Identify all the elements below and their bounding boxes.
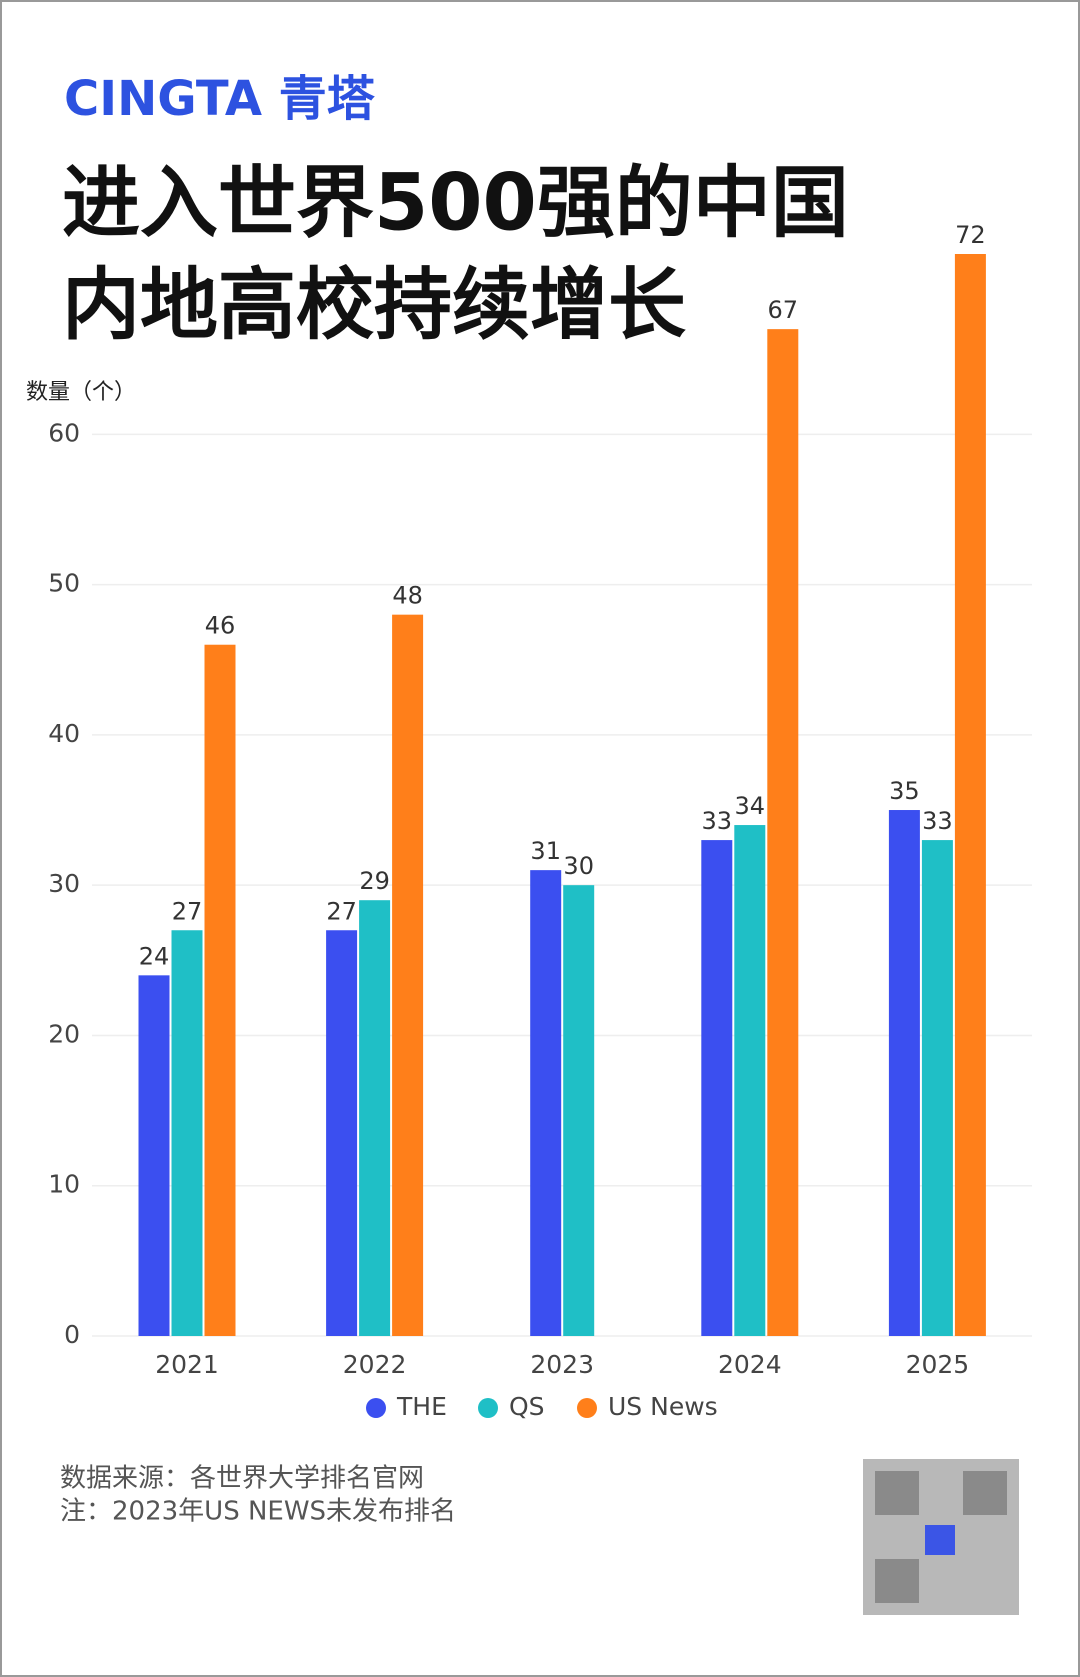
bar [204, 644, 236, 1336]
bar [530, 870, 562, 1336]
bar [888, 810, 920, 1336]
bar [359, 900, 391, 1336]
value-label: 72 [955, 221, 986, 249]
value-label: 29 [359, 867, 390, 895]
y-tick-label: 40 [48, 719, 80, 748]
y-tick-label: 0 [64, 1320, 80, 1349]
bar [138, 975, 170, 1336]
brand: CINGTA 青塔 [64, 71, 376, 127]
value-label: 27 [172, 897, 203, 925]
value-label: 24 [139, 942, 170, 970]
legend-swatch [577, 1398, 597, 1418]
value-label: 48 [392, 582, 423, 610]
x-tick-label: 2022 [343, 1350, 407, 1379]
bar [701, 840, 733, 1336]
y-tick-label: 50 [48, 569, 80, 598]
legend-swatch [478, 1398, 498, 1418]
value-label: 27 [326, 897, 357, 925]
value-label: 33 [702, 807, 733, 835]
x-tick-label: 2021 [155, 1350, 219, 1379]
bar [734, 825, 766, 1336]
value-label: 67 [768, 296, 799, 324]
value-label: 34 [735, 792, 766, 820]
bar [392, 614, 424, 1336]
value-label: 46 [205, 612, 236, 640]
legend-label: THE [396, 1392, 447, 1421]
legend-label: US News [608, 1392, 718, 1421]
x-tick-label: 2024 [718, 1350, 782, 1379]
bar [563, 885, 595, 1336]
bar [171, 930, 203, 1336]
bar [767, 329, 799, 1336]
bar [921, 840, 953, 1336]
y-axis-label: 数量（个） [26, 380, 136, 405]
legend-swatch [366, 1398, 386, 1418]
chart-title: 内地高校持续增长 [62, 260, 686, 350]
bar [326, 930, 358, 1336]
footnote: 数据来源：各世界大学排名官网 [60, 1464, 424, 1494]
value-label: 30 [563, 852, 594, 880]
value-label: 31 [530, 837, 561, 865]
x-tick-label: 2023 [530, 1350, 594, 1379]
y-tick-label: 60 [48, 418, 80, 447]
footnote: 注：2023年US NEWS未发布排名 [60, 1497, 456, 1527]
value-label: 33 [922, 807, 953, 835]
legend-label: QS [509, 1392, 545, 1421]
x-tick-label: 2025 [906, 1350, 970, 1379]
y-tick-label: 20 [48, 1019, 80, 1048]
y-tick-label: 30 [48, 869, 80, 898]
chart-title: 进入世界500强的中国 [62, 158, 849, 248]
value-label: 35 [889, 777, 920, 805]
bar [954, 254, 986, 1336]
y-tick-label: 10 [48, 1170, 80, 1199]
qr-code [863, 1459, 1019, 1615]
